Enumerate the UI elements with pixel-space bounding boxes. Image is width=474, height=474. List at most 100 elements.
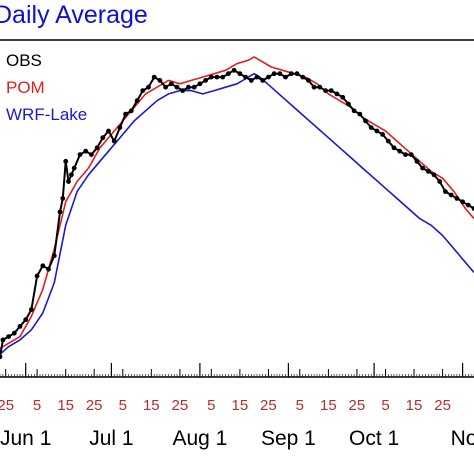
series-point-obs	[69, 172, 74, 178]
x-day-tick-label: 15	[57, 397, 74, 414]
series-line-pom	[0, 56, 474, 350]
series-point-obs	[346, 101, 351, 107]
series-layer	[0, 56, 474, 360]
series-point-obs	[66, 179, 71, 184]
x-axis: 25 5 15 25 5 15 25 5 15 25 5 15 25 5 15 25 Jun 1 Jul 1 Aug…	[0, 363, 474, 450]
series-point-obs	[140, 88, 146, 93]
series-point-obs	[391, 145, 397, 151]
series-point-obs	[17, 324, 23, 329]
series-point-obs	[454, 196, 460, 201]
series-point-obs	[266, 74, 271, 80]
x-day-tick-label: 25	[86, 397, 103, 414]
series-point-obs	[106, 128, 111, 134]
x-day-tick-label: 25	[349, 397, 366, 414]
legend-entry-wrf-lake: WRF-Lake	[6, 105, 87, 124]
series-point-obs	[40, 263, 46, 269]
series-point-obs	[357, 111, 363, 117]
series-point-obs	[363, 118, 368, 124]
x-day-tick-label: 25	[172, 397, 189, 414]
series-point-obs	[328, 88, 334, 93]
series-point-obs	[214, 74, 220, 80]
x-month-tick-label: Jun 1	[0, 427, 51, 450]
series-point-obs	[83, 148, 89, 154]
x-day-tick-label: 5	[381, 397, 389, 414]
series-line-obs	[0, 69, 474, 358]
series-point-obs	[437, 179, 443, 184]
series-point-obs	[294, 71, 300, 77]
series-point-obs	[208, 74, 214, 80]
x-day-tick-label: 15	[320, 397, 337, 414]
x-day-tick-label: 25	[260, 397, 277, 414]
series-point-obs	[277, 71, 283, 77]
series-point-obs	[260, 78, 266, 83]
series-point-obs	[51, 253, 57, 259]
series-point-obs	[254, 74, 260, 80]
series-point-obs	[100, 135, 106, 141]
series-point-obs	[203, 78, 209, 83]
series-point-obs	[448, 192, 454, 198]
series-point-obs	[323, 88, 328, 93]
series-point-obs	[63, 158, 69, 164]
x-day-tick-label: 15	[232, 397, 249, 414]
series-point-obs	[408, 152, 414, 158]
series-point-obs	[0, 354, 3, 360]
series-point-obs	[340, 94, 346, 100]
series-point-obs	[89, 152, 94, 158]
series-point-obs	[57, 209, 63, 215]
series-point-obs	[151, 74, 157, 80]
x-day-tick-label: 15	[143, 397, 160, 414]
series-point-obs	[168, 81, 174, 87]
legend: OBS POM WRF-Lake	[6, 51, 87, 124]
series-point-obs	[311, 84, 317, 90]
series-point-obs	[46, 266, 51, 272]
series-point-obs	[306, 78, 311, 83]
legend-entry-pom: POM	[6, 78, 45, 97]
series-point-obs	[465, 202, 471, 208]
series-point-obs	[197, 81, 203, 87]
series-point-obs	[60, 196, 66, 201]
series-point-obs	[397, 148, 403, 154]
series-point-obs	[191, 84, 197, 90]
series-point-obs	[23, 317, 29, 323]
x-month-tick-label: Jul 1	[89, 427, 133, 450]
series-point-obs	[300, 74, 306, 80]
series-point-obs	[180, 88, 186, 93]
series-point-obs	[271, 71, 277, 77]
series-point-obs	[231, 67, 237, 73]
series-point-obs	[157, 78, 163, 83]
series-point-obs	[0, 337, 6, 343]
x-month-tick-label: Sep 1	[261, 427, 316, 450]
series-point-obs	[123, 111, 128, 117]
legend-entry-obs: OBS	[6, 51, 42, 70]
series-point-obs	[134, 98, 140, 104]
plot-frame	[0, 39, 474, 378]
series-point-obs	[248, 78, 254, 83]
series-point-obs	[380, 132, 385, 137]
x-month-tick-label: Aug 1	[172, 427, 227, 450]
series-point-obs	[317, 84, 323, 90]
x-day-tick-label: 25	[434, 397, 451, 414]
x-day-tick-label: 5	[207, 397, 215, 414]
series-point-obs	[288, 71, 294, 77]
series-point-obs	[128, 108, 134, 114]
series-point-obs	[414, 158, 420, 164]
series-point-obs	[403, 152, 408, 158]
series-point-obs	[77, 152, 83, 158]
series-point-obs	[146, 84, 151, 90]
series-point-obs	[471, 206, 474, 211]
series-point-obs	[6, 334, 11, 339]
series-point-obs	[163, 84, 169, 90]
series-point-obs	[283, 74, 288, 80]
series-point-obs	[34, 273, 40, 279]
series-point-obs	[11, 330, 17, 336]
x-day-tick-label: 5	[296, 397, 304, 414]
series-line-wrf-lake	[0, 72, 474, 356]
series-point-obs	[420, 165, 425, 171]
series-point-obs	[431, 172, 437, 178]
x-day-tick-label: 25	[0, 397, 14, 414]
x-month-tick-label: No	[451, 427, 474, 450]
series-point-obs	[94, 145, 100, 151]
series-point-obs	[425, 169, 431, 174]
series-point-obs	[117, 125, 123, 130]
